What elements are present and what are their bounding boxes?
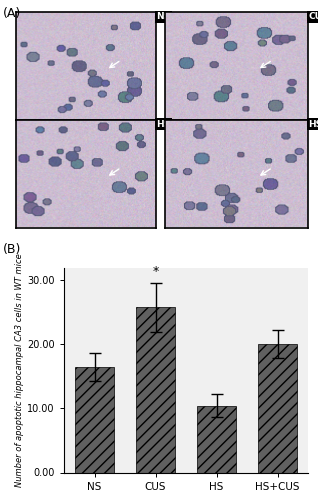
Text: (A): (A) [3,8,21,20]
Bar [197,406,236,472]
Bar [258,344,297,472]
Text: CUS: CUS [308,12,318,21]
Bar [75,367,114,472]
Text: (B): (B) [3,242,22,256]
Bar [136,307,175,472]
Text: NS: NS [156,12,170,21]
Text: HS: HS [156,120,170,128]
Text: *: * [152,265,159,278]
Text: HS+CUS: HS+CUS [308,120,318,128]
Y-axis label: Number of apoptotic hippocampal CA3 cells in WT mice: Number of apoptotic hippocampal CA3 cell… [15,253,24,487]
